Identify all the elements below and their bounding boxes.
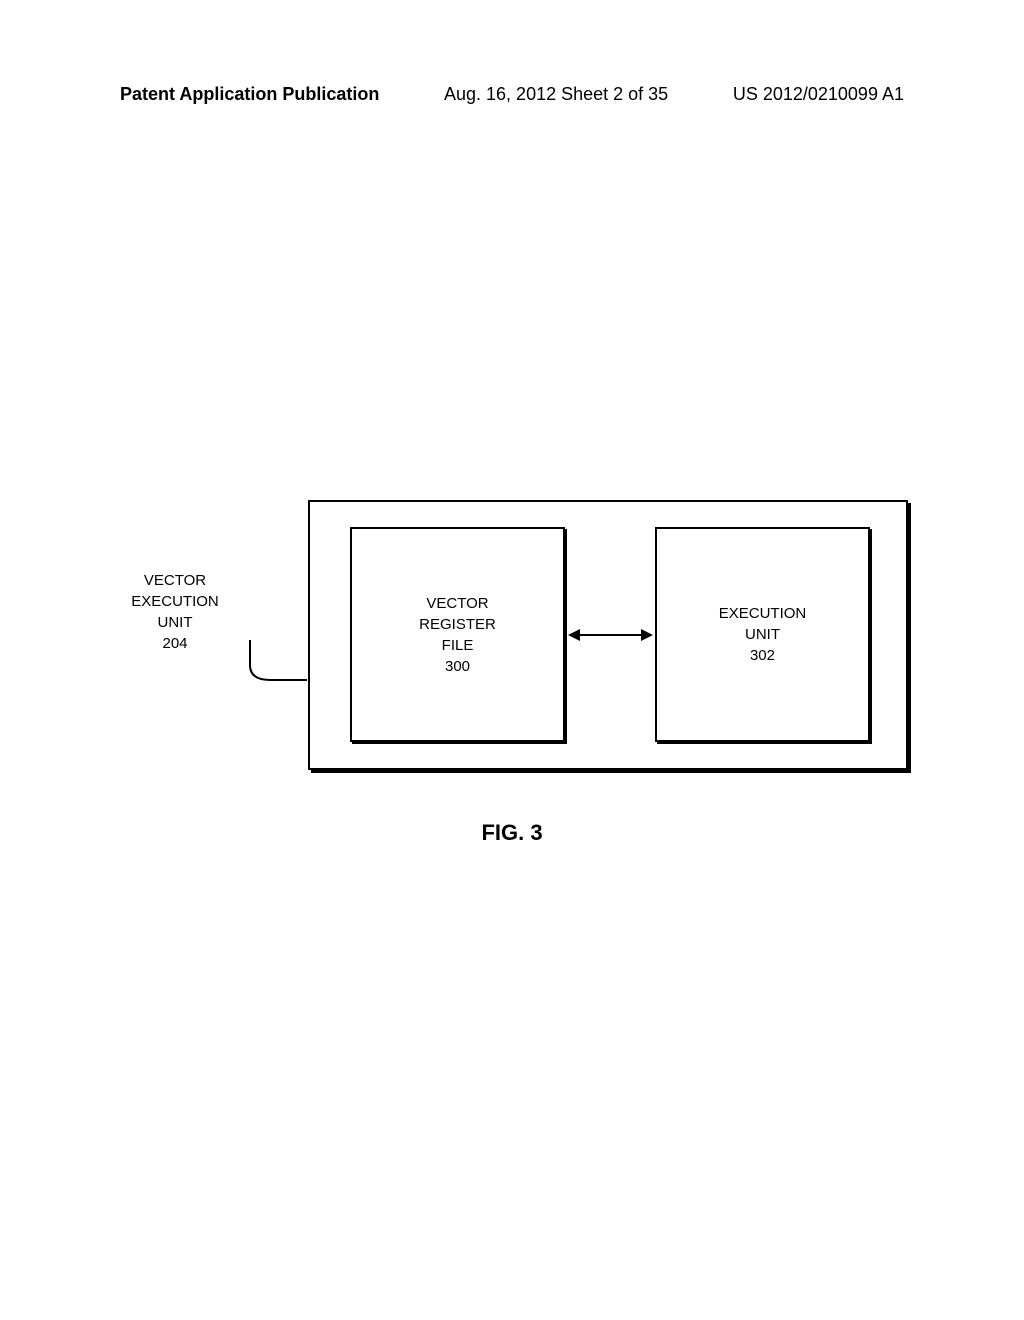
pointer-line-icon [245, 635, 310, 685]
boxright-line1: EXECUTION [719, 605, 807, 622]
page-header: Patent Application Publication Aug. 16, … [0, 84, 1024, 105]
boxleft-line1: VECTOR [426, 595, 488, 612]
label-line3: UNIT [158, 614, 193, 631]
figure-caption: FIG. 3 [0, 820, 1024, 846]
boxleft-line2: REGISTER [419, 616, 496, 633]
boxright-line3: 302 [750, 647, 775, 664]
vector-execution-unit-label: VECTOR EXECUTION UNIT 204 [100, 570, 250, 654]
label-line2: EXECUTION [131, 593, 219, 610]
header-mid: Aug. 16, 2012 Sheet 2 of 35 [444, 84, 668, 105]
diagram: VECTOR EXECUTION UNIT 204 VECTOR REGISTE… [100, 500, 920, 800]
execution-unit-box: EXECUTION UNIT 302 [655, 527, 870, 742]
boxleft-line3: FILE [442, 637, 474, 654]
boxright-line2: UNIT [745, 626, 780, 643]
box-right-text: EXECUTION UNIT 302 [719, 603, 807, 666]
label-line1: VECTOR [144, 572, 206, 589]
header-right: US 2012/0210099 A1 [733, 84, 904, 105]
header-left: Patent Application Publication [120, 84, 379, 105]
label-line4: 204 [162, 635, 187, 652]
boxleft-line4: 300 [445, 658, 470, 675]
outer-box: VECTOR REGISTER FILE 300 EXECUTION UNIT … [308, 500, 908, 770]
box-left-text: VECTOR REGISTER FILE 300 [419, 593, 496, 677]
vector-register-file-box: VECTOR REGISTER FILE 300 [350, 527, 565, 742]
bidirectional-arrow-icon [568, 625, 653, 645]
